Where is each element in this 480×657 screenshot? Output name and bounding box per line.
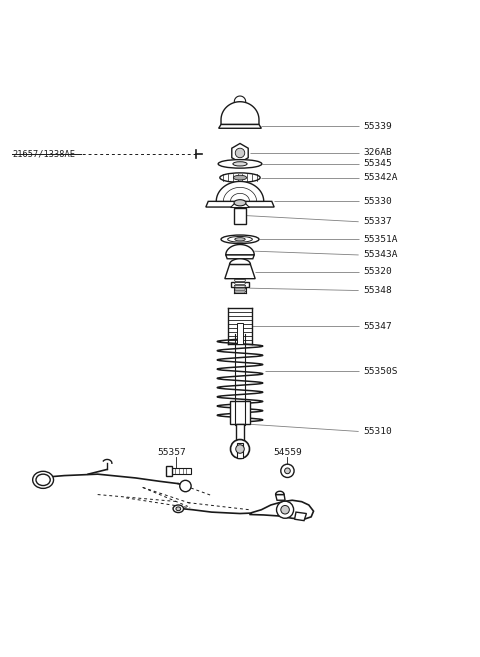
Polygon shape — [234, 285, 246, 287]
Polygon shape — [225, 265, 255, 279]
Circle shape — [235, 148, 245, 158]
Text: 55357: 55357 — [157, 447, 186, 457]
Text: 55345: 55345 — [363, 160, 392, 168]
Text: 55339: 55339 — [363, 122, 392, 131]
Text: 55310: 55310 — [363, 427, 392, 436]
Text: 21657/1338AE: 21657/1338AE — [12, 149, 75, 158]
Polygon shape — [237, 323, 243, 344]
Circle shape — [230, 440, 250, 459]
Ellipse shape — [221, 235, 259, 244]
Text: 55348: 55348 — [363, 286, 392, 295]
Polygon shape — [250, 500, 313, 519]
Polygon shape — [229, 401, 251, 424]
Text: 55337: 55337 — [363, 217, 392, 226]
Text: 55342A: 55342A — [363, 173, 398, 182]
Text: 54559: 54559 — [273, 447, 302, 457]
Polygon shape — [206, 201, 274, 207]
Polygon shape — [221, 102, 259, 124]
Circle shape — [236, 445, 244, 453]
Polygon shape — [234, 288, 246, 290]
Ellipse shape — [173, 505, 183, 512]
Ellipse shape — [176, 507, 180, 510]
Text: 55350S: 55350S — [363, 367, 398, 376]
Text: 55320: 55320 — [363, 267, 392, 276]
Text: 55351A: 55351A — [363, 235, 398, 244]
Circle shape — [285, 468, 290, 474]
Polygon shape — [236, 424, 244, 443]
Polygon shape — [229, 259, 251, 265]
Circle shape — [276, 501, 294, 518]
Polygon shape — [230, 204, 250, 208]
Polygon shape — [234, 208, 246, 224]
Ellipse shape — [218, 160, 262, 168]
Text: 55347: 55347 — [363, 322, 392, 330]
Polygon shape — [226, 244, 254, 255]
Polygon shape — [171, 468, 191, 474]
Polygon shape — [234, 291, 246, 293]
Polygon shape — [219, 124, 261, 128]
Circle shape — [281, 464, 294, 478]
Polygon shape — [276, 491, 284, 495]
Circle shape — [281, 505, 289, 514]
Ellipse shape — [233, 162, 247, 166]
Ellipse shape — [228, 237, 252, 242]
Polygon shape — [237, 443, 243, 459]
Polygon shape — [167, 466, 172, 476]
Polygon shape — [216, 181, 264, 201]
Polygon shape — [226, 255, 254, 259]
Polygon shape — [232, 143, 248, 162]
Text: 55343A: 55343A — [363, 250, 398, 260]
Polygon shape — [231, 283, 249, 287]
Circle shape — [180, 480, 191, 491]
Polygon shape — [235, 334, 245, 424]
Text: 326AB: 326AB — [363, 148, 392, 156]
Ellipse shape — [233, 175, 247, 180]
Ellipse shape — [36, 474, 50, 486]
Polygon shape — [295, 512, 306, 520]
Ellipse shape — [33, 471, 54, 488]
Ellipse shape — [235, 238, 245, 241]
Polygon shape — [234, 280, 246, 282]
Ellipse shape — [220, 173, 260, 183]
Text: 55330: 55330 — [363, 197, 392, 206]
Ellipse shape — [234, 200, 246, 206]
Polygon shape — [234, 283, 246, 284]
Polygon shape — [276, 495, 285, 500]
